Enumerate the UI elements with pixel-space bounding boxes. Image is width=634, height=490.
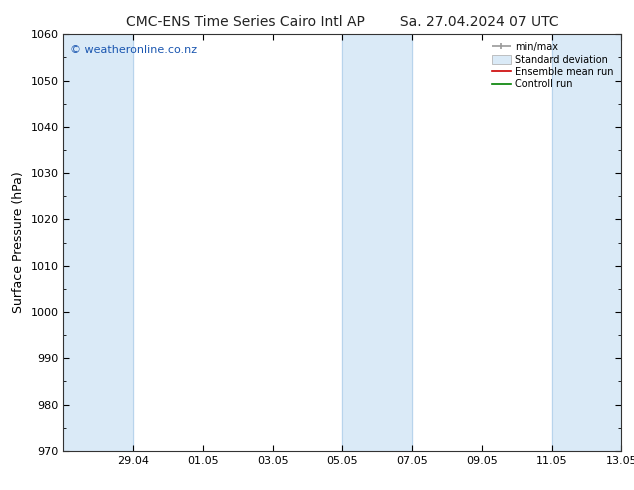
Legend: min/max, Standard deviation, Ensemble mean run, Controll run: min/max, Standard deviation, Ensemble me… xyxy=(489,39,616,92)
Y-axis label: Surface Pressure (hPa): Surface Pressure (hPa) xyxy=(12,172,25,314)
Bar xyxy=(552,34,621,451)
Title: CMC-ENS Time Series Cairo Intl AP        Sa. 27.04.2024 07 UTC: CMC-ENS Time Series Cairo Intl AP Sa. 27… xyxy=(126,15,559,29)
Bar xyxy=(342,34,412,451)
Text: © weatheronline.co.nz: © weatheronline.co.nz xyxy=(70,45,197,55)
Bar xyxy=(63,34,133,451)
